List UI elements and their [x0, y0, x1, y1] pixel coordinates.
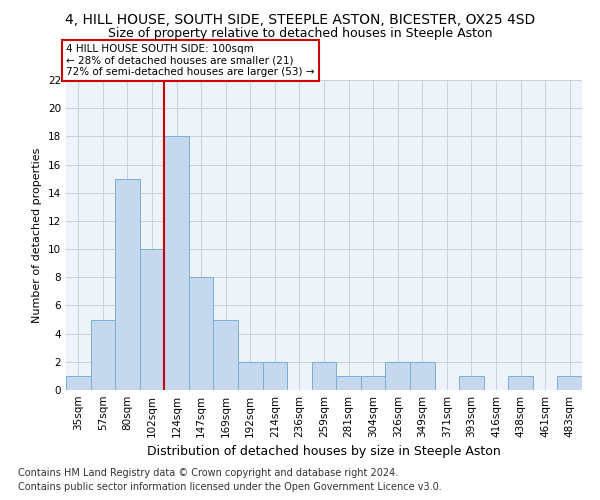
- Bar: [66, 376, 91, 390]
- Text: Contains HM Land Registry data © Crown copyright and database right 2024.: Contains HM Land Registry data © Crown c…: [18, 468, 398, 477]
- Bar: [361, 376, 385, 390]
- Bar: [263, 362, 287, 390]
- Bar: [115, 178, 140, 390]
- Text: 4 HILL HOUSE SOUTH SIDE: 100sqm
← 28% of detached houses are smaller (21)
72% of: 4 HILL HOUSE SOUTH SIDE: 100sqm ← 28% of…: [66, 44, 314, 77]
- Bar: [214, 320, 238, 390]
- Bar: [336, 376, 361, 390]
- Text: Size of property relative to detached houses in Steeple Aston: Size of property relative to detached ho…: [108, 28, 492, 40]
- Bar: [140, 249, 164, 390]
- Bar: [164, 136, 189, 390]
- Bar: [557, 376, 582, 390]
- X-axis label: Distribution of detached houses by size in Steeple Aston: Distribution of detached houses by size …: [147, 446, 501, 458]
- Text: Contains public sector information licensed under the Open Government Licence v3: Contains public sector information licen…: [18, 482, 442, 492]
- Bar: [459, 376, 484, 390]
- Bar: [385, 362, 410, 390]
- Bar: [189, 278, 214, 390]
- Bar: [410, 362, 434, 390]
- Bar: [238, 362, 263, 390]
- Bar: [508, 376, 533, 390]
- Text: 4, HILL HOUSE, SOUTH SIDE, STEEPLE ASTON, BICESTER, OX25 4SD: 4, HILL HOUSE, SOUTH SIDE, STEEPLE ASTON…: [65, 12, 535, 26]
- Bar: [312, 362, 336, 390]
- Y-axis label: Number of detached properties: Number of detached properties: [32, 148, 43, 322]
- Bar: [91, 320, 115, 390]
